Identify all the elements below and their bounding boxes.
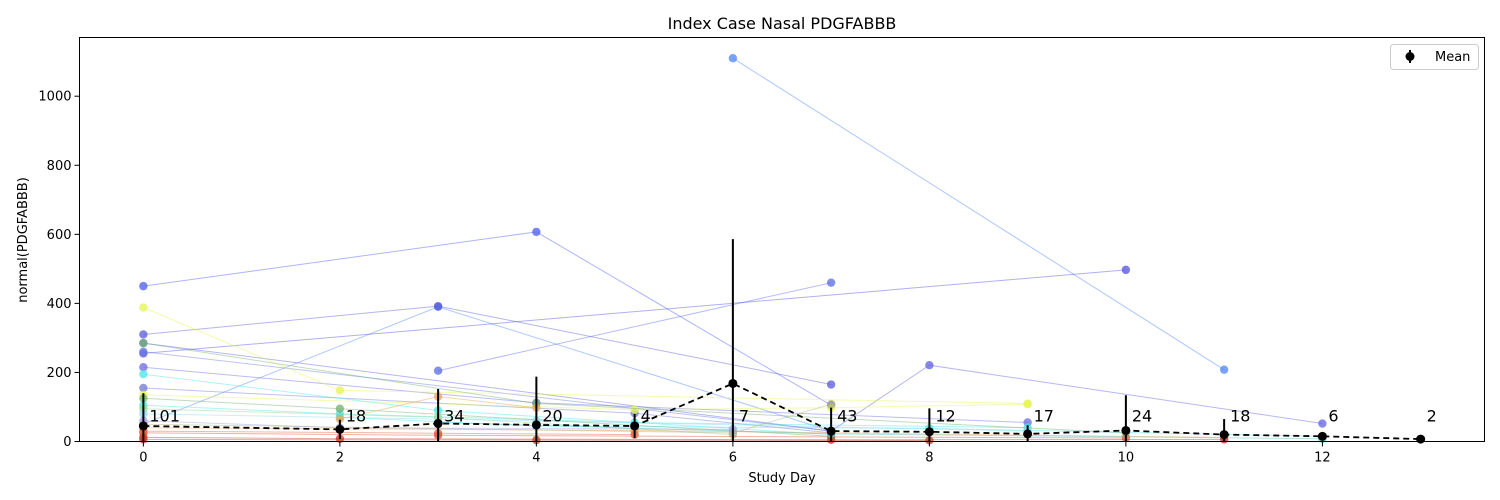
count-label: 12 <box>935 407 955 426</box>
count-label: 20 <box>542 407 562 426</box>
mean-point <box>1023 429 1033 439</box>
x-axis-title: Study Day <box>748 471 816 486</box>
subject-point <box>139 383 148 393</box>
x-tick-label: 2 <box>336 451 344 466</box>
subject-point <box>335 404 345 413</box>
subject-point <box>139 363 148 372</box>
legend-label-mean: Mean <box>1435 50 1470 65</box>
mean-point <box>1219 430 1229 440</box>
subject-series-1 <box>728 54 1229 374</box>
y-tick-label: 0 <box>63 435 71 450</box>
subject-point <box>139 338 148 348</box>
count-label: 4 <box>641 407 651 426</box>
mean-series: 101 18 34 20 4 7 43 12 17 24 18 6 2 <box>138 239 1437 444</box>
subject-point <box>532 227 541 237</box>
plot-frame <box>79 37 1485 442</box>
mean-point <box>826 426 836 436</box>
y-tick-label: 800 <box>47 159 72 174</box>
mean-point <box>924 427 934 437</box>
x-tick-label: 12 <box>1314 451 1331 466</box>
subject-point <box>1121 265 1131 275</box>
mean-point <box>1317 431 1327 441</box>
y-tick-label: 200 <box>47 366 72 381</box>
subject-point <box>335 386 345 395</box>
subject-point <box>139 347 148 356</box>
count-label: 18 <box>346 407 366 426</box>
chart-title: Index Case Nasal PDGFABBB <box>668 14 897 33</box>
subject-point <box>630 405 639 414</box>
subject-line <box>143 342 1323 432</box>
plot-area: 101 18 34 20 4 7 43 12 17 24 18 6 2 <box>138 54 1437 445</box>
mean-point <box>630 421 640 431</box>
subject-line <box>143 269 1126 354</box>
subject-line <box>732 57 1225 371</box>
count-label: 101 <box>149 407 180 426</box>
subject-point <box>826 380 836 389</box>
count-label: 7 <box>739 407 749 426</box>
count-label: 6 <box>1328 407 1338 426</box>
x-tick-label: 8 <box>925 451 933 466</box>
count-label: 2 <box>1427 407 1437 426</box>
count-label: 24 <box>1132 407 1152 426</box>
subject-point <box>139 303 148 312</box>
y-axis: 0 200 400 600 800 1000 <box>38 90 80 450</box>
mean-point <box>1121 425 1131 435</box>
count-label: 18 <box>1230 407 1250 426</box>
subject-point <box>433 366 443 375</box>
subject-point <box>139 369 148 379</box>
mean-point <box>728 378 738 388</box>
x-tick-label: 4 <box>532 451 540 466</box>
y-axis-title: normal(PDGFABBB) <box>16 177 31 303</box>
legend: Mean <box>1390 44 1479 70</box>
mean-point <box>1416 434 1426 444</box>
mean-point <box>138 421 148 431</box>
x-tick-label: 0 <box>139 451 147 466</box>
mean-point <box>335 424 345 434</box>
count-label: 17 <box>1034 407 1054 426</box>
subject-line <box>143 351 832 432</box>
count-label: 43 <box>837 407 857 426</box>
subject-point <box>1219 365 1229 374</box>
mean-point <box>433 419 443 429</box>
mean-point <box>531 420 541 430</box>
subject-point <box>335 414 345 424</box>
subject-point <box>1023 400 1032 409</box>
subject-point <box>139 281 148 291</box>
subject-point <box>925 360 934 370</box>
subject-point <box>433 301 443 311</box>
y-tick-label: 600 <box>47 228 72 243</box>
subject-point <box>139 330 148 339</box>
subject-line <box>437 282 832 372</box>
legend-marker-dot <box>1405 52 1415 61</box>
subject-series-6 <box>139 301 836 389</box>
subject-point <box>826 400 836 409</box>
subject-point <box>1318 419 1327 428</box>
count-label: 34 <box>444 407 464 426</box>
x-axis: 0 2 4 6 8 10 12 <box>139 441 1331 466</box>
y-tick-label: 1000 <box>38 90 71 105</box>
legend-box <box>1390 44 1479 70</box>
x-tick-label: 6 <box>729 451 737 466</box>
subject-point <box>728 54 738 63</box>
subject-series-4 <box>433 278 836 375</box>
subject-point <box>826 278 836 287</box>
y-tick-label: 400 <box>47 297 72 312</box>
x-tick-label: 10 <box>1118 451 1135 466</box>
